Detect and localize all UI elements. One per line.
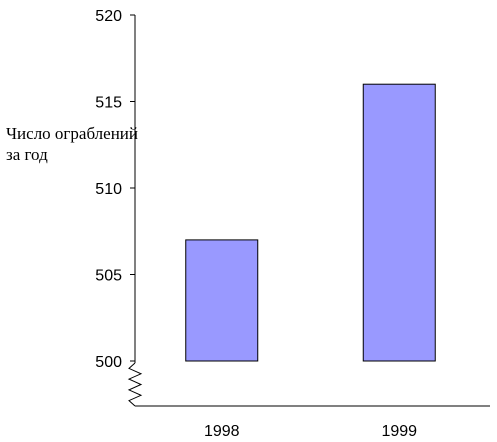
x-tick-label-1999: 1999 [381,423,417,440]
y-tick-label-520: 520 [95,8,122,25]
axis-break-zigzag [127,362,143,407]
x-tick-label-1998: 1998 [204,423,240,440]
y-tick-label-500: 500 [95,354,122,371]
y-tick-label-515: 515 [95,95,122,112]
x-axis: 1998 1999 [135,405,490,440]
bar-1999 [362,83,436,362]
bar-1998 [185,239,259,362]
y-tick-label-510: 510 [95,181,122,198]
bars [185,83,436,362]
y-axis-label: Число ограблений за год [6,124,138,164]
y-tick-label-505: 505 [95,268,122,285]
y-axis: 500 505 510 515 520 [95,8,143,407]
